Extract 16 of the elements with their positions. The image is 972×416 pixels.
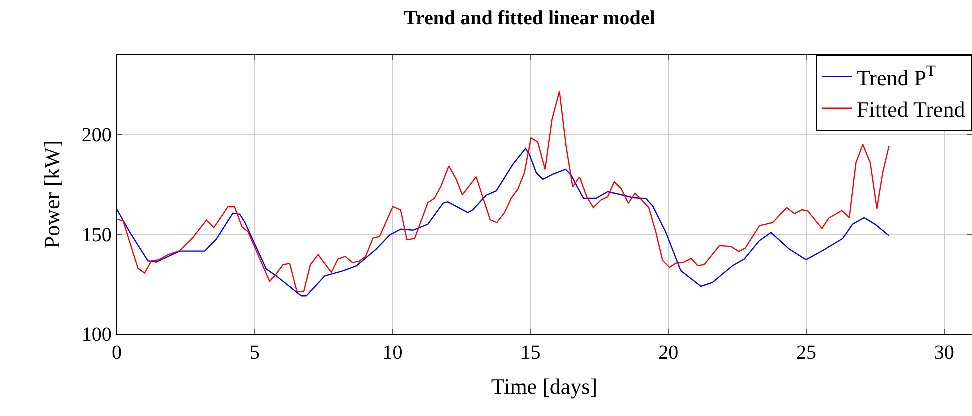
y-axis-title: Power [kW] [40,140,65,249]
y-tick-label: 100 [82,324,112,346]
line-series [117,148,890,297]
legend-label: Trend P$^{T}$ [857,63,936,90]
chart-title: Trend and fitted linear model [404,7,656,30]
x-tick-label: 30 [934,342,954,364]
x-tick-label: 20 [658,342,679,364]
legend-label: Fitted Trend [857,96,966,122]
y-tick-label: 200 [82,124,112,147]
x-tick-label: 5 [250,342,260,364]
x-tick-label: 10 [382,342,403,364]
x-tick-label: 15 [520,342,541,364]
x-tick-label: 25 [796,342,817,364]
x-tick-label: 0 [112,342,122,364]
x-axis-title: Time [days] [491,374,598,399]
y-tick-label: 150 [82,224,112,246]
